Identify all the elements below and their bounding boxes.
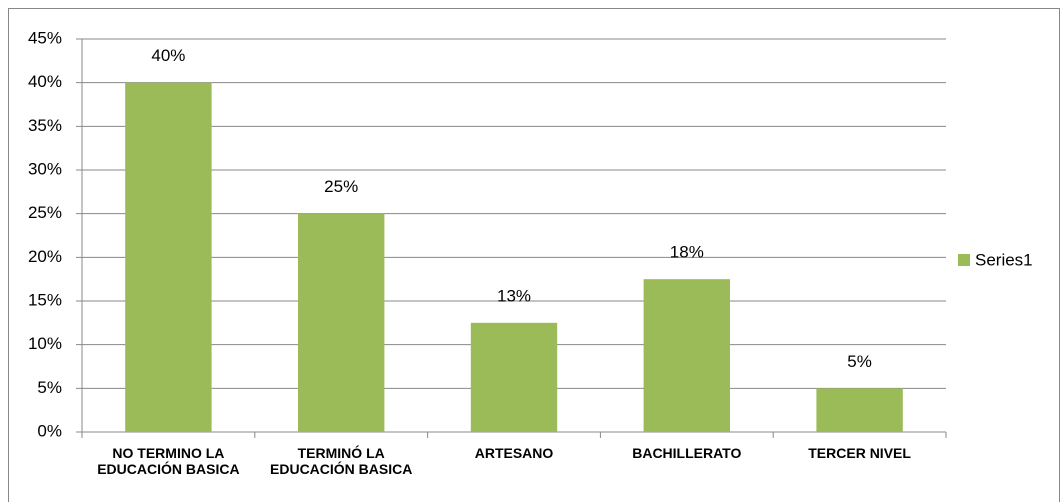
y-tick-label: 35% <box>28 116 62 135</box>
data-label: 25% <box>324 177 358 196</box>
data-label: 18% <box>670 243 704 262</box>
x-tick-label: TERCER NIVEL <box>808 445 911 461</box>
y-tick-label: 15% <box>28 290 62 309</box>
y-tick-label: 40% <box>28 72 62 91</box>
y-tick-label: 0% <box>37 421 62 440</box>
x-tick-label: BACHILLERATO <box>632 445 742 461</box>
x-tick-label: TERMINÓ LA EDUCACIÓN BASICA <box>270 445 413 477</box>
bar <box>298 213 385 432</box>
legend-label: Series1 <box>975 250 1033 269</box>
chart-border <box>8 8 1060 502</box>
data-label: 40% <box>151 46 185 65</box>
bar <box>816 388 903 432</box>
data-label: 13% <box>497 286 531 305</box>
x-tick-label: NO TERMINO LA EDUCACIÓN BASICA <box>97 445 240 477</box>
x-tick-label: ARTESANO <box>474 445 554 461</box>
data-label: 5% <box>847 352 872 371</box>
y-tick-label: 20% <box>28 247 62 266</box>
bar <box>125 82 212 433</box>
legend-swatch <box>958 254 970 266</box>
bar <box>643 279 730 432</box>
y-tick-label: 30% <box>28 159 62 178</box>
y-tick-label: 5% <box>37 378 62 397</box>
bar <box>470 322 558 432</box>
y-tick-label: 25% <box>28 203 62 222</box>
y-tick-label: 10% <box>28 334 62 353</box>
y-tick-label: 45% <box>28 28 62 47</box>
